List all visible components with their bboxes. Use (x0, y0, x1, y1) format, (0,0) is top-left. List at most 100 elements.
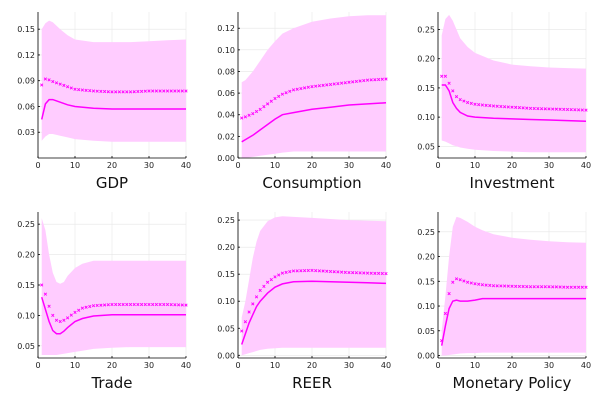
marker-point (488, 283, 492, 288)
marker-point (102, 89, 107, 94)
marker-point (88, 89, 92, 93)
marker-point (528, 106, 533, 110)
marker-point (106, 90, 110, 94)
marker-point (484, 283, 488, 287)
marker-point (325, 83, 329, 87)
marker-point (143, 302, 147, 307)
marker-point (365, 271, 370, 275)
marker-point (458, 278, 462, 282)
x-tick-label: 0 (235, 361, 240, 370)
y-tick-label: 0.25 (217, 216, 235, 225)
marker-point (295, 269, 299, 273)
marker-point (151, 89, 155, 93)
marker-point (532, 285, 536, 289)
y-tick-label: 0.12 (217, 24, 235, 33)
y-tick-label: 0.20 (417, 55, 435, 64)
x-tick-label: 10 (470, 361, 480, 370)
marker-point (532, 106, 536, 111)
marker-point (314, 84, 318, 88)
marker-point (288, 270, 292, 274)
marker-point (365, 78, 370, 82)
marker-point (176, 303, 181, 307)
marker-point (69, 86, 73, 90)
marker-point (184, 303, 188, 307)
marker-point (443, 74, 448, 78)
subplot-5: 0 10 20 30 40 0.00 0.05 0.10 0.15 0.20 0.25 REER (217, 212, 391, 392)
marker-point (180, 89, 184, 93)
marker-point (517, 284, 522, 289)
marker-point (91, 304, 96, 308)
median-line (440, 297, 586, 346)
marker-point (565, 285, 570, 289)
marker-point (536, 106, 540, 111)
marker-point (277, 94, 281, 98)
marker-point (73, 87, 77, 91)
marker-point (117, 302, 122, 307)
x-tick-label: 0 (35, 161, 40, 170)
y-tick-label: 0.25 (417, 228, 435, 237)
x-tick-label: 40 (181, 361, 191, 370)
marker-point (440, 339, 444, 343)
marker-point (43, 77, 48, 81)
marker-point (269, 99, 273, 103)
x-tick-label: 10 (70, 361, 80, 370)
marker-point (47, 78, 51, 82)
x-tick-label: 30 (344, 161, 354, 170)
marker-point (262, 105, 266, 109)
x-axis-label: Trade (90, 374, 132, 392)
x-tick-label: 20 (507, 361, 517, 370)
marker-point (502, 284, 507, 288)
marker-point (169, 89, 173, 93)
marker-point (125, 90, 129, 94)
marker-point (480, 103, 485, 107)
marker-point (80, 88, 85, 92)
x-tick-label: 40 (581, 361, 591, 370)
marker-point (80, 306, 85, 310)
marker-point (265, 102, 270, 106)
confidence-band (41, 20, 187, 142)
marker-point (495, 104, 499, 108)
x-tick-label: 20 (307, 161, 317, 170)
y-tick-label: 0.05 (417, 142, 435, 151)
marker-point (447, 81, 451, 85)
marker-point (176, 89, 181, 93)
marker-point (506, 284, 510, 288)
x-tick-label: 30 (544, 161, 554, 170)
x-axis-label: Monetary Policy (453, 374, 572, 392)
marker-point (280, 92, 285, 96)
marker-point (84, 88, 88, 92)
marker-point (247, 113, 251, 117)
x-axis-label: REER (292, 374, 332, 392)
marker-point (447, 292, 451, 296)
marker-point (243, 115, 248, 119)
marker-point (240, 329, 244, 333)
marker-point (354, 79, 359, 84)
x-tick-label: 10 (70, 161, 80, 170)
subplot-4: 0 10 20 30 40 0.05 0.10 0.15 0.20 0.25 Trade (17, 212, 191, 392)
median-line (241, 102, 387, 143)
y-tick-label: 0.15 (17, 25, 35, 34)
x-tick-label: 0 (435, 361, 440, 370)
y-tick-label: 0.03 (17, 128, 35, 137)
y-tick-label: 0.00 (417, 352, 435, 361)
y-tick-label: 0.15 (217, 270, 235, 279)
marker-point (528, 285, 533, 289)
x-tick-label: 30 (144, 361, 154, 370)
marker-point (91, 89, 96, 93)
marker-point (325, 269, 329, 273)
marker-point (569, 108, 573, 112)
marker-point (51, 313, 55, 318)
marker-point (543, 285, 547, 289)
marker-point (128, 90, 133, 94)
marker-point (243, 320, 248, 324)
marker-point (576, 285, 581, 289)
marker-point (302, 268, 307, 273)
marker-point (299, 269, 303, 273)
marker-point (151, 302, 155, 307)
marker-point (495, 284, 499, 288)
marker-point (454, 277, 459, 281)
marker-point (262, 284, 266, 288)
x-tick-label: 40 (381, 161, 391, 170)
marker-point (58, 82, 62, 86)
marker-point (306, 268, 310, 273)
